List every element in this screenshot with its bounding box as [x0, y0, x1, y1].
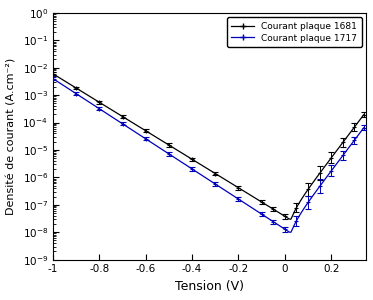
Legend: Courant plaque 1681, Courant plaque 1717: Courant plaque 1681, Courant plaque 1717 [227, 17, 361, 47]
X-axis label: Tension (V): Tension (V) [175, 280, 244, 293]
Y-axis label: Densité de courant (A.cm⁻²): Densité de courant (A.cm⁻²) [7, 58, 17, 215]
